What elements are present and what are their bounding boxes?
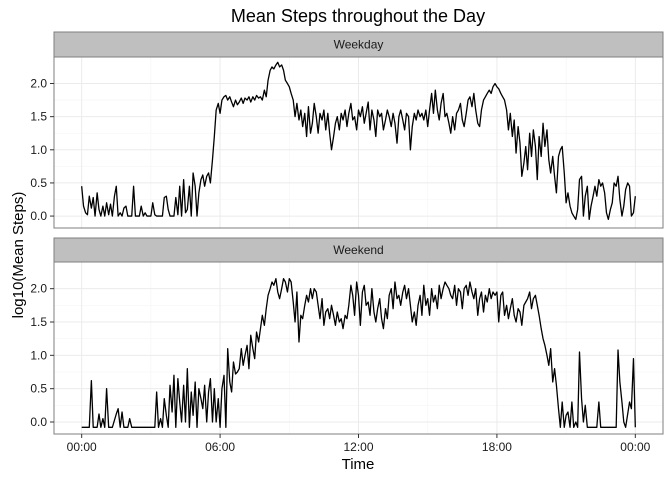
x-tick-label: 18:00 <box>482 440 512 454</box>
y-tick-label: 1.0 <box>30 143 47 157</box>
y-tick-label: 1.0 <box>30 348 47 362</box>
strip-label-weekend: Weekend <box>333 243 383 257</box>
strip-weekend <box>53 237 664 263</box>
series-line-weekday <box>81 61 636 221</box>
strip-weekday <box>53 31 664 58</box>
x-tick-label: 12:00 <box>343 440 373 454</box>
x-tick-label: 00:00 <box>620 440 650 454</box>
facet-weekend: Weekend 0.0 0.5 1.0 1.5 2.0 <box>30 237 664 435</box>
x-tick-label: 06:00 <box>205 440 235 454</box>
y-tick-label: 0.0 <box>30 209 47 223</box>
y-tick-label: 2.0 <box>30 282 47 296</box>
series-line-weekend <box>81 278 636 428</box>
strip-label-weekday: Weekday <box>334 38 384 52</box>
y-tick-label: 0.0 <box>30 415 47 429</box>
x-axis-title: Time <box>342 456 375 473</box>
y-tick-label: 0.5 <box>30 382 47 396</box>
chart-title: Mean Steps throughout the Day <box>231 6 485 26</box>
y-tick-label: 0.5 <box>30 176 47 190</box>
facet-panels: Weekday 0.0 0.5 1.0 1.5 2.0 Weekend 0.0 0.5 1.0 1.… <box>30 31 664 454</box>
y-axis-title: log10(Mean Steps) <box>10 192 27 319</box>
x-tick-label: 00:00 <box>67 440 97 454</box>
facet-weekday: Weekday 0.0 0.5 1.0 1.5 2.0 <box>30 31 664 229</box>
y-tick-label: 1.5 <box>30 110 47 124</box>
y-tick-label: 2.0 <box>30 77 47 91</box>
x-axis: 00:00 06:00 12:00 18:00 00:00 <box>67 434 651 454</box>
y-tick-label: 1.5 <box>30 315 47 329</box>
